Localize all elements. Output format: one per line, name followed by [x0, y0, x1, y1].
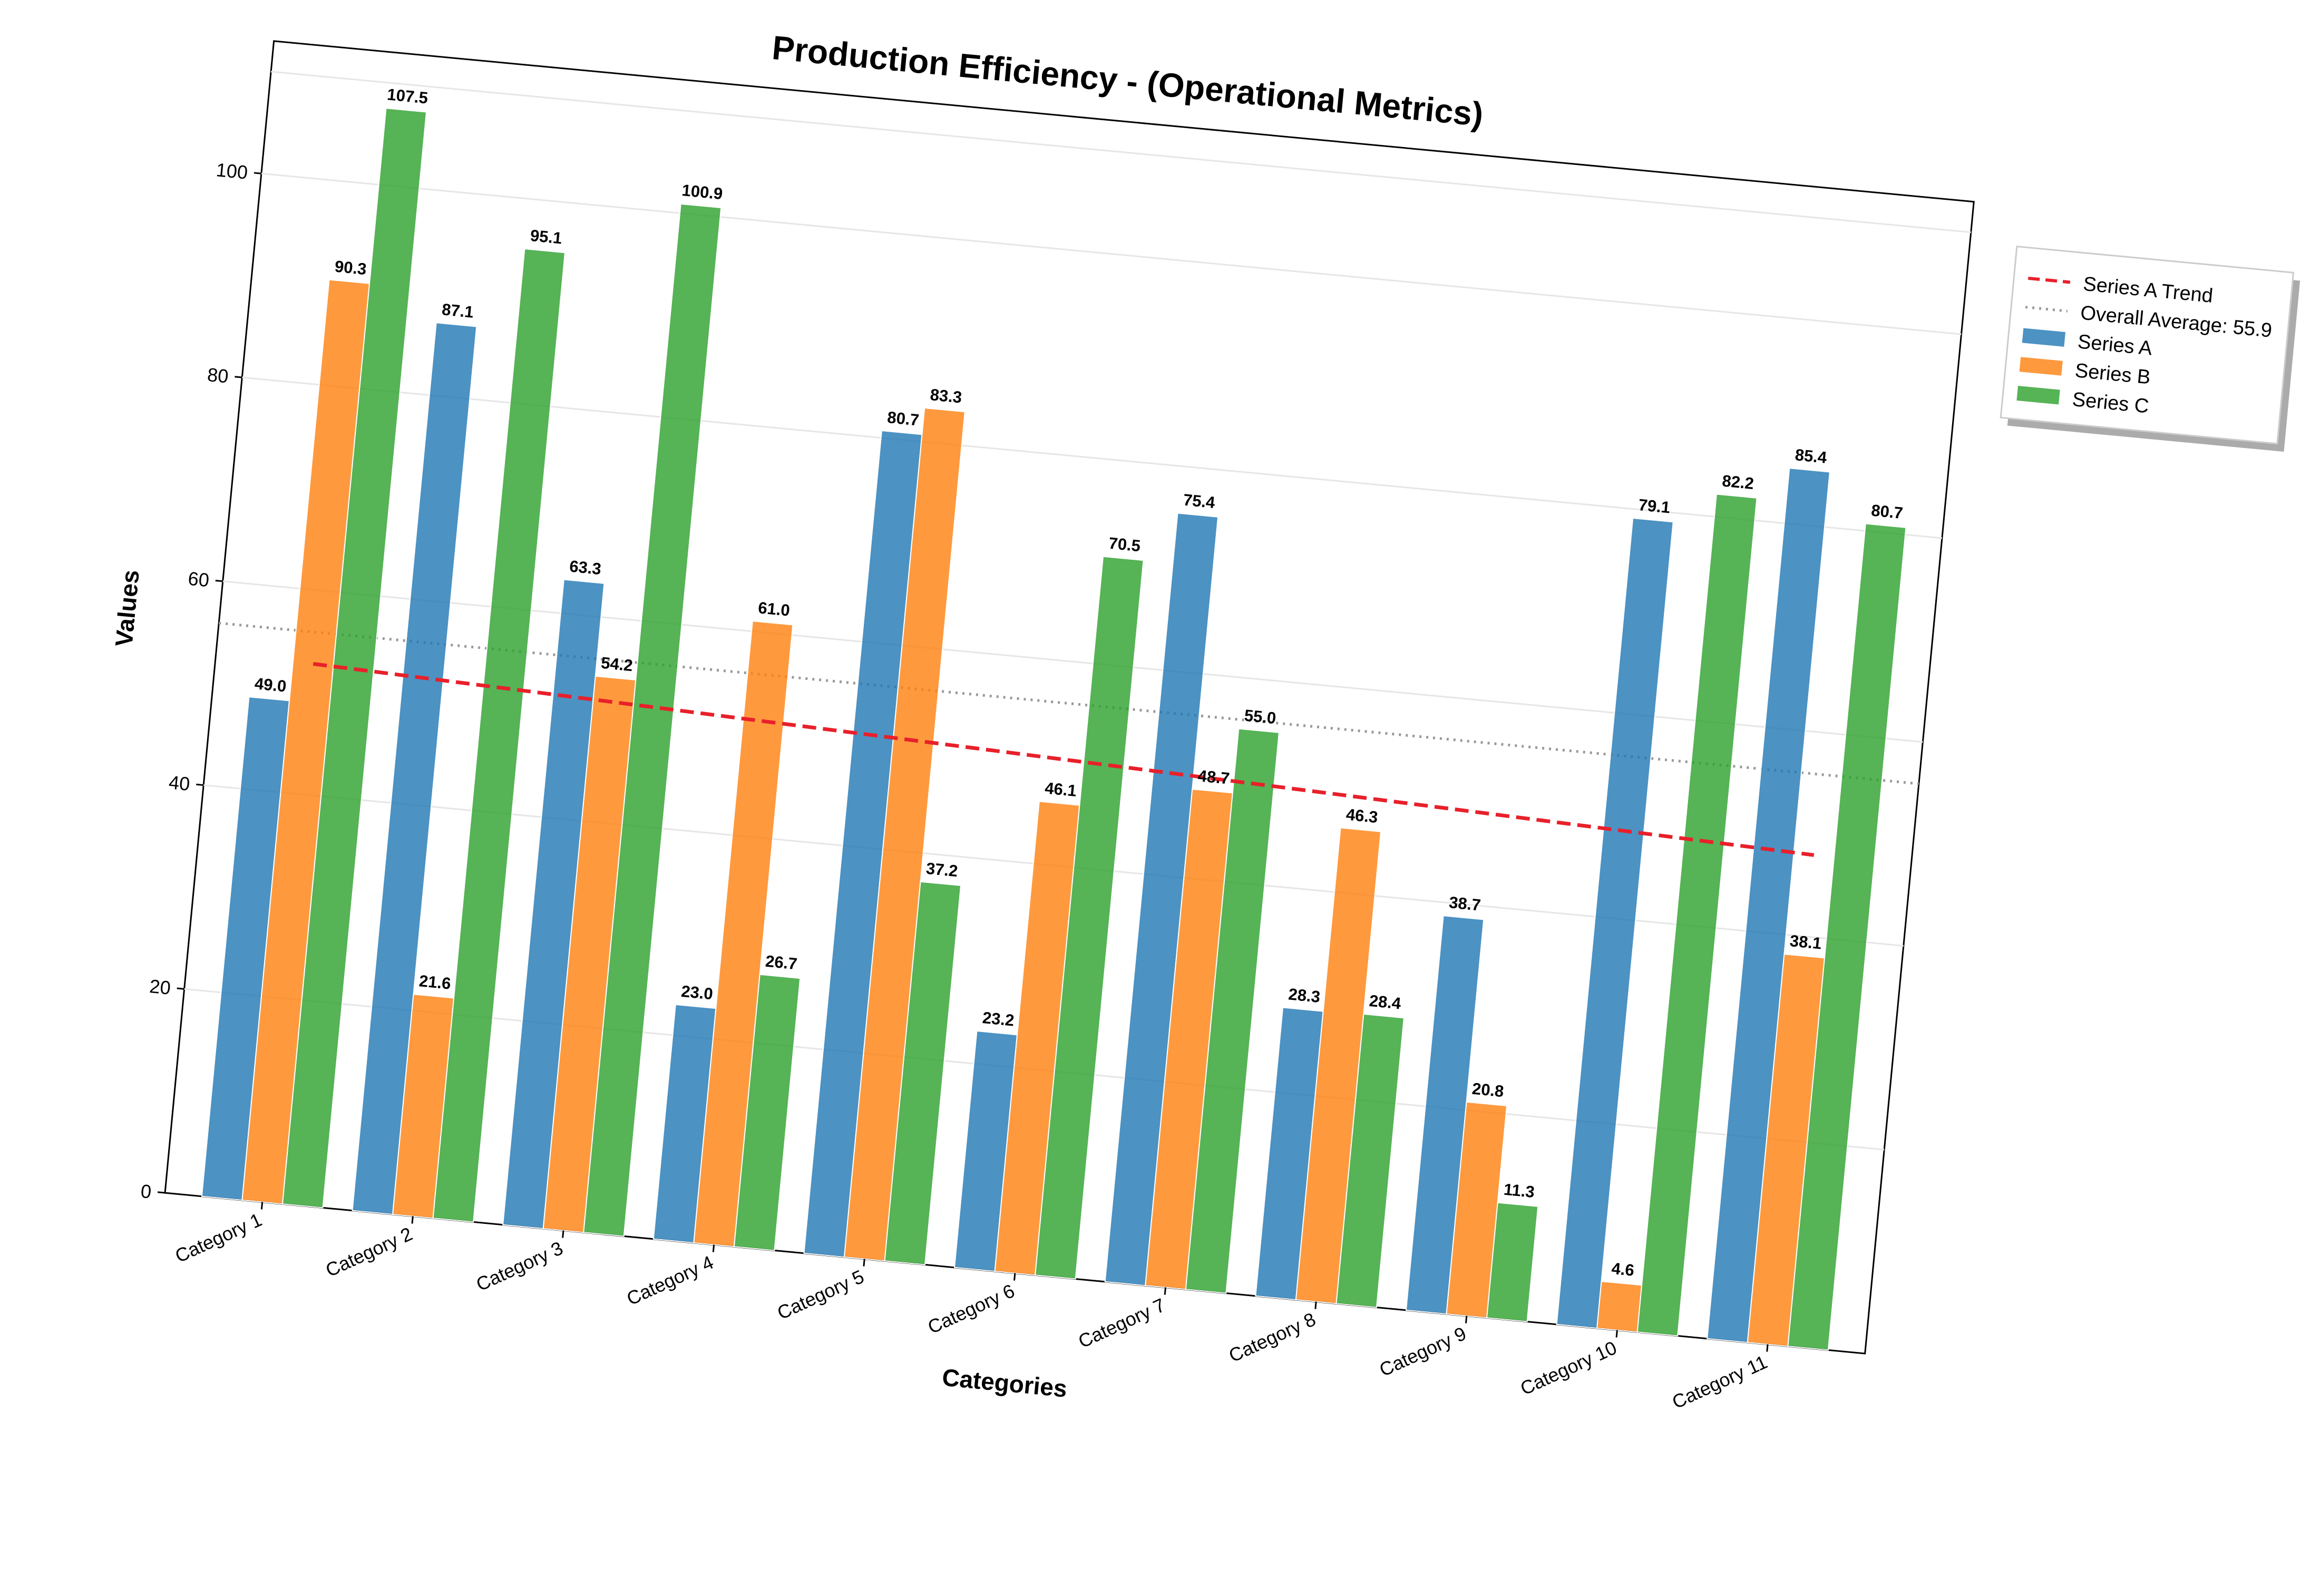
bar-series-b-category-10	[1596, 1280, 1643, 1333]
value-label-series-b-category-9: 20.8	[1471, 1079, 1505, 1101]
bar-series-c-category-3	[583, 203, 722, 1237]
value-label-series-a-category-4: 23.0	[680, 982, 714, 1004]
y-axis-ticks: 0 20 40 60 80 100	[140, 159, 262, 1203]
x-tick-mark	[1766, 1344, 1769, 1352]
x-tick-mark	[712, 1244, 715, 1252]
value-label-series-c-category-8: 28.4	[1368, 991, 1402, 1013]
y-tick-label: 40	[168, 771, 191, 795]
value-label-series-a-category-3: 63.3	[569, 557, 602, 579]
x-tick-mark	[260, 1202, 264, 1210]
y-tick-label: 100	[215, 159, 249, 183]
value-label-series-c-category-3: 100.9	[681, 181, 724, 203]
x-tick-mark	[1615, 1330, 1618, 1338]
y-tick-label: 0	[140, 1180, 152, 1203]
value-label-series-b-category-5: 83.3	[929, 385, 962, 407]
value-label-series-b-category-3: 54.2	[600, 654, 633, 675]
value-label-series-c-category-7: 55.0	[1243, 706, 1276, 728]
bar-series-c-category-6	[1035, 556, 1144, 1280]
value-labels: 49.0 87.1 63.3 23.0 80.7 23.2 75.4 28.3 38.7 79.1…	[254, 85, 1904, 1280]
value-label-series-a-category-7: 75.4	[1183, 491, 1216, 512]
bar-series-c-category-8	[1335, 1013, 1405, 1308]
value-label-series-a-category-2: 87.1	[441, 300, 474, 322]
y-tick-label: 80	[207, 364, 230, 387]
bar-series-c-category-5	[884, 881, 962, 1266]
bar-series-c-category-10	[1636, 493, 1758, 1337]
value-label-series-a-category-11: 85.4	[1794, 445, 1828, 467]
legend-trend-swatch	[2028, 276, 2071, 284]
legend-box	[2000, 246, 2295, 445]
legend-series-c-swatch	[2016, 386, 2060, 405]
value-label-series-a-category-10: 79.1	[1637, 495, 1671, 517]
y-tick-mark	[196, 783, 204, 786]
value-label-series-a-category-5: 80.7	[886, 408, 920, 430]
legend-series-b-swatch	[2019, 357, 2063, 376]
value-label-series-c-category-6: 70.5	[1108, 534, 1141, 556]
bar-series-c-category-2	[432, 248, 566, 1223]
value-label-series-a-category-8: 28.3	[1288, 985, 1321, 1006]
value-label-series-c-category-5: 37.2	[925, 859, 959, 881]
y-tick-label: 20	[149, 975, 172, 999]
value-label-series-c-category-10: 82.2	[1721, 472, 1754, 493]
bar-series-c-category-1	[281, 108, 427, 1209]
gridline	[271, 71, 1971, 233]
y-tick-mark	[177, 987, 184, 990]
value-label-series-b-category-4: 61.0	[757, 598, 791, 620]
series-a-trend-line	[313, 662, 1815, 857]
value-label-series-c-category-1: 107.5	[386, 85, 429, 107]
value-label-series-b-category-6: 46.1	[1044, 778, 1077, 800]
value-label-series-a-category-6: 23.2	[982, 1008, 1015, 1030]
gridline	[261, 172, 1962, 335]
trend-line-group	[313, 662, 1815, 857]
bar-series-c-category-11	[1787, 523, 1907, 1351]
value-label-series-b-category-1: 90.3	[334, 257, 367, 279]
value-label-series-b-category-11: 38.1	[1789, 931, 1822, 953]
value-label-series-c-category-4: 26.7	[765, 952, 798, 974]
x-tick-mark	[411, 1216, 414, 1224]
value-label-series-b-category-8: 46.3	[1345, 805, 1379, 827]
legend-series-a-swatch	[2022, 328, 2066, 347]
bar-series-c-category-9	[1486, 1202, 1539, 1322]
y-tick-mark	[215, 579, 223, 582]
bar-series-a-category-10	[1556, 517, 1674, 1329]
value-label-series-a-category-9: 38.7	[1448, 893, 1481, 914]
bars-group	[201, 108, 1907, 1351]
bar-series-c-category-7	[1185, 728, 1280, 1294]
value-label-series-c-category-9: 11.3	[1503, 1180, 1536, 1201]
value-label-series-c-category-11: 80.7	[1870, 501, 1904, 523]
value-label-series-b-category-10: 4.6	[1611, 1259, 1635, 1280]
bar-series-c-category-4	[733, 974, 801, 1251]
bar-series-a-category-11	[1707, 468, 1830, 1344]
legend: Series A Trend Overall Average: 55.9 Ser…	[2000, 246, 2300, 452]
y-tick-mark	[158, 1191, 165, 1194]
legend-average-swatch	[2025, 306, 2068, 313]
value-label-series-c-category-2: 95.1	[530, 226, 563, 248]
x-tick-mark	[1314, 1301, 1317, 1309]
value-label-series-a-category-1: 49.0	[254, 674, 287, 696]
value-label-series-b-category-2: 21.6	[418, 971, 452, 993]
bar-series-a-category-2	[352, 322, 477, 1215]
value-label-series-b-category-7: 48.7	[1197, 766, 1230, 788]
y-tick-label: 60	[187, 568, 210, 591]
